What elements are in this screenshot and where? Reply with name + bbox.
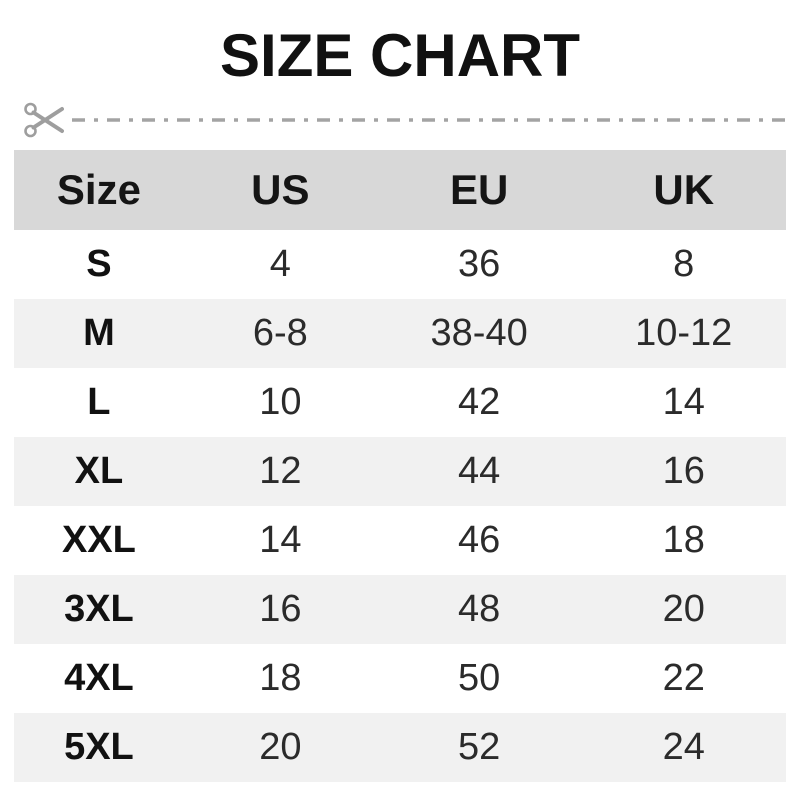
size-label-cell: S	[14, 230, 184, 299]
table-row: M 6-8 38-40 10-12	[14, 299, 786, 368]
size-label-cell: M	[14, 299, 184, 368]
table-row: S 4 36 8	[14, 230, 786, 299]
value-cell: 16	[183, 575, 377, 644]
value-cell: 24	[581, 713, 786, 782]
column-header-eu: EU	[376, 150, 582, 230]
value-cell: 36	[376, 230, 582, 299]
value-cell: 14	[183, 506, 377, 575]
size-label-cell: L	[14, 368, 184, 437]
value-cell: 16	[581, 437, 786, 506]
size-label-cell: XXL	[14, 506, 184, 575]
size-label-cell: 5XL	[14, 713, 184, 782]
table-row: 5XL 20 52 24	[14, 713, 786, 782]
size-label-cell: XL	[14, 437, 184, 506]
value-cell: 18	[581, 506, 786, 575]
scissors-icon	[24, 102, 64, 138]
column-header-us: US	[183, 150, 377, 230]
value-cell: 42	[376, 368, 582, 437]
value-cell: 52	[376, 713, 582, 782]
value-cell: 44	[376, 437, 582, 506]
table-row: XXL 14 46 18	[14, 506, 786, 575]
value-cell: 6-8	[183, 299, 377, 368]
value-cell: 8	[581, 230, 786, 299]
cut-line	[0, 100, 800, 140]
value-cell: 22	[581, 644, 786, 713]
value-cell: 4	[183, 230, 377, 299]
value-cell: 50	[376, 644, 582, 713]
value-cell: 14	[581, 368, 786, 437]
table-row: XL 12 44 16	[14, 437, 786, 506]
value-cell: 10-12	[581, 299, 786, 368]
dashed-cut-line	[72, 118, 792, 122]
value-cell: 20	[183, 713, 377, 782]
value-cell: 10	[183, 368, 377, 437]
column-header-uk: UK	[581, 150, 786, 230]
value-cell: 46	[376, 506, 582, 575]
table-row: L 10 42 14	[14, 368, 786, 437]
table-row: 3XL 16 48 20	[14, 575, 786, 644]
value-cell: 38-40	[376, 299, 582, 368]
value-cell: 18	[183, 644, 377, 713]
size-label-cell: 3XL	[14, 575, 184, 644]
column-header-size: Size	[14, 150, 184, 230]
size-chart-table: Size US EU UK S 4 36 8 M 6-8 38-40 10-12 L 10 42 14…	[14, 150, 786, 782]
page-title: SIZE CHART	[220, 22, 580, 89]
value-cell: 12	[183, 437, 377, 506]
value-cell: 48	[376, 575, 582, 644]
size-table-body: S 4 36 8 M 6-8 38-40 10-12 L 10 42 14 XL 12 44 16 XXL 14 4…	[14, 230, 786, 782]
table-header-row: Size US EU UK	[14, 150, 786, 230]
value-cell: 20	[581, 575, 786, 644]
size-label-cell: 4XL	[14, 644, 184, 713]
table-row: 4XL 18 50 22	[14, 644, 786, 713]
